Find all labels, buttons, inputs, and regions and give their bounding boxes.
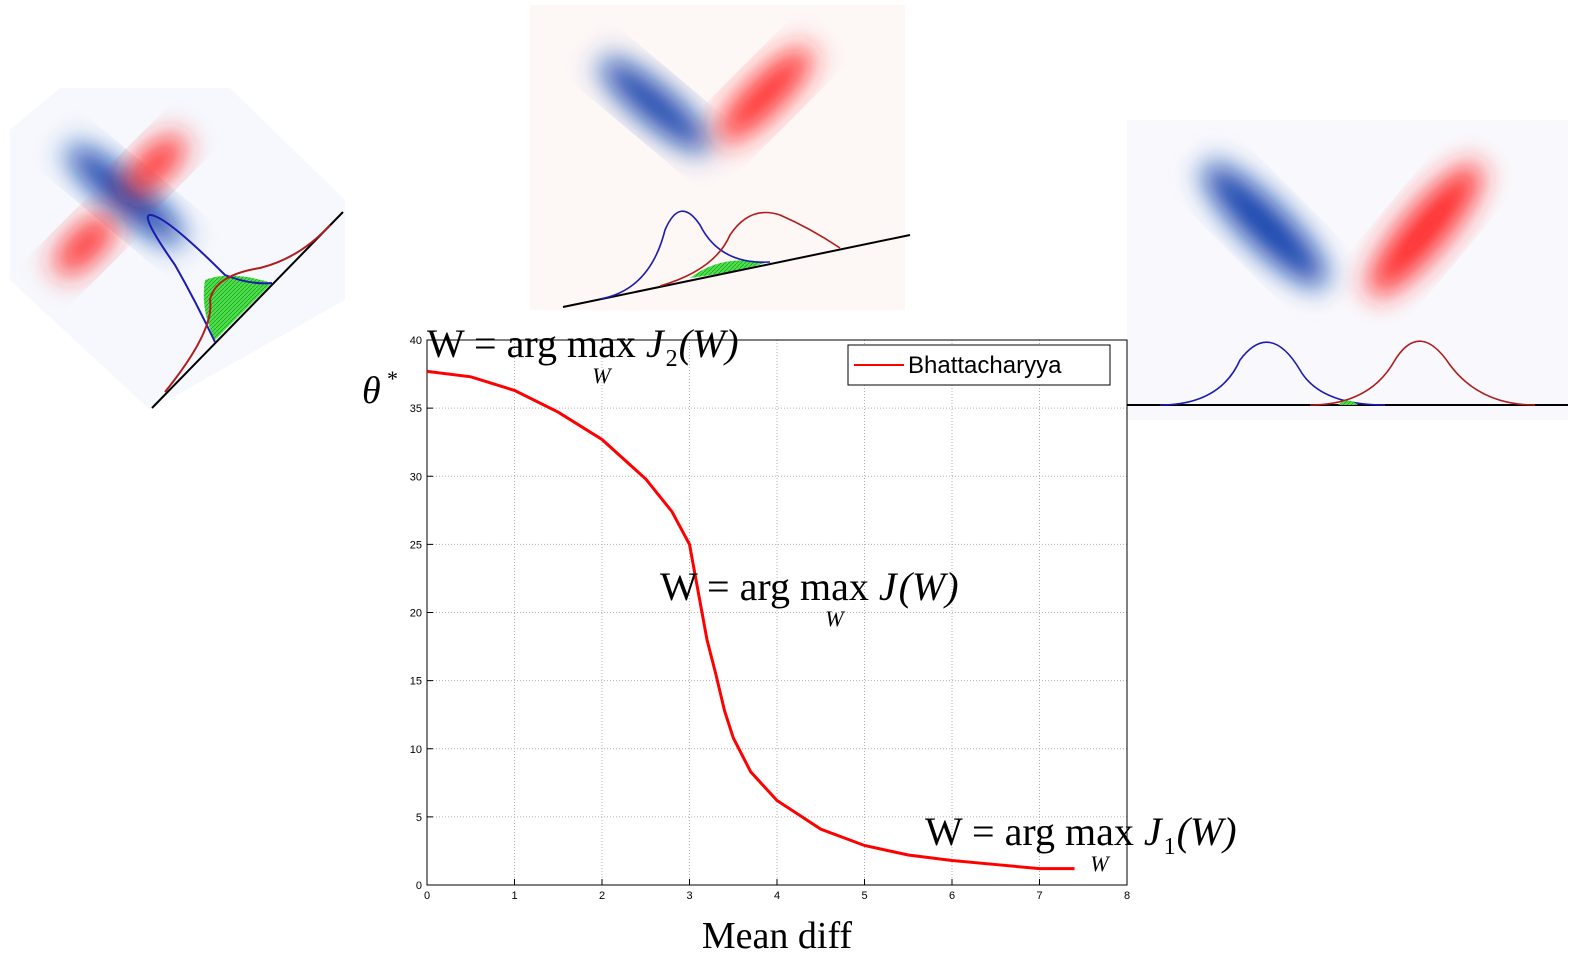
x-tick-label: 8	[1124, 890, 1130, 902]
annotation-arg: (W)	[679, 321, 739, 366]
x-tick-label: 6	[949, 890, 955, 902]
middle-panel	[530, 5, 911, 310]
y-tick-label: 40	[410, 335, 422, 347]
y-tick-label: 0	[416, 880, 422, 892]
x-tick-label: 4	[774, 890, 780, 902]
y-tick-label: 20	[410, 608, 422, 620]
annotation-lhs: W = arg	[427, 321, 557, 366]
y-tick-label: 30	[410, 471, 422, 483]
annotation-op: max	[800, 564, 869, 609]
y-tick-label: 10	[410, 744, 422, 756]
x-tick-label: 7	[1036, 890, 1042, 902]
y-tick-label: 5	[416, 812, 422, 824]
left-panel	[10, 88, 345, 410]
y-tick-label: 25	[410, 539, 422, 551]
annotation-func: J	[879, 564, 899, 609]
annotation-under: W	[1090, 851, 1110, 876]
y-tick-label: 15	[410, 676, 422, 688]
annotation-op: max	[1065, 809, 1134, 854]
annotation-under: W	[592, 363, 612, 388]
annotation-func: J	[1144, 809, 1164, 854]
data-line	[426, 369, 1075, 871]
annotation-subscript: 1	[1164, 834, 1176, 860]
annotation-arg: (W)	[899, 564, 959, 609]
y-axis-label-sup: *	[387, 366, 398, 391]
annotation-lhs: W = arg	[660, 564, 790, 609]
x-tick-label: 0	[424, 890, 430, 902]
legend-label: Bhattacharyya	[908, 352, 1062, 379]
x-tick-label: 2	[599, 890, 605, 902]
annotation-arg: (W)	[1177, 809, 1237, 854]
x-tick-label: 3	[686, 890, 692, 902]
annotation-subscript: 2	[666, 346, 678, 372]
annotation-lhs: W = arg	[925, 809, 1055, 854]
y-tick-label: 35	[410, 403, 422, 415]
right-panel	[1127, 120, 1568, 420]
x-tick-label: 1	[511, 890, 517, 902]
annotation-func: J	[646, 321, 666, 366]
annotation-under: W	[825, 606, 845, 631]
y-axis-label: θ	[362, 370, 381, 412]
x-tick-label: 5	[861, 890, 867, 902]
annotation-op: max	[567, 321, 636, 366]
axes-box	[426, 339, 1128, 886]
x-axis-label: Mean diff	[702, 915, 853, 957]
